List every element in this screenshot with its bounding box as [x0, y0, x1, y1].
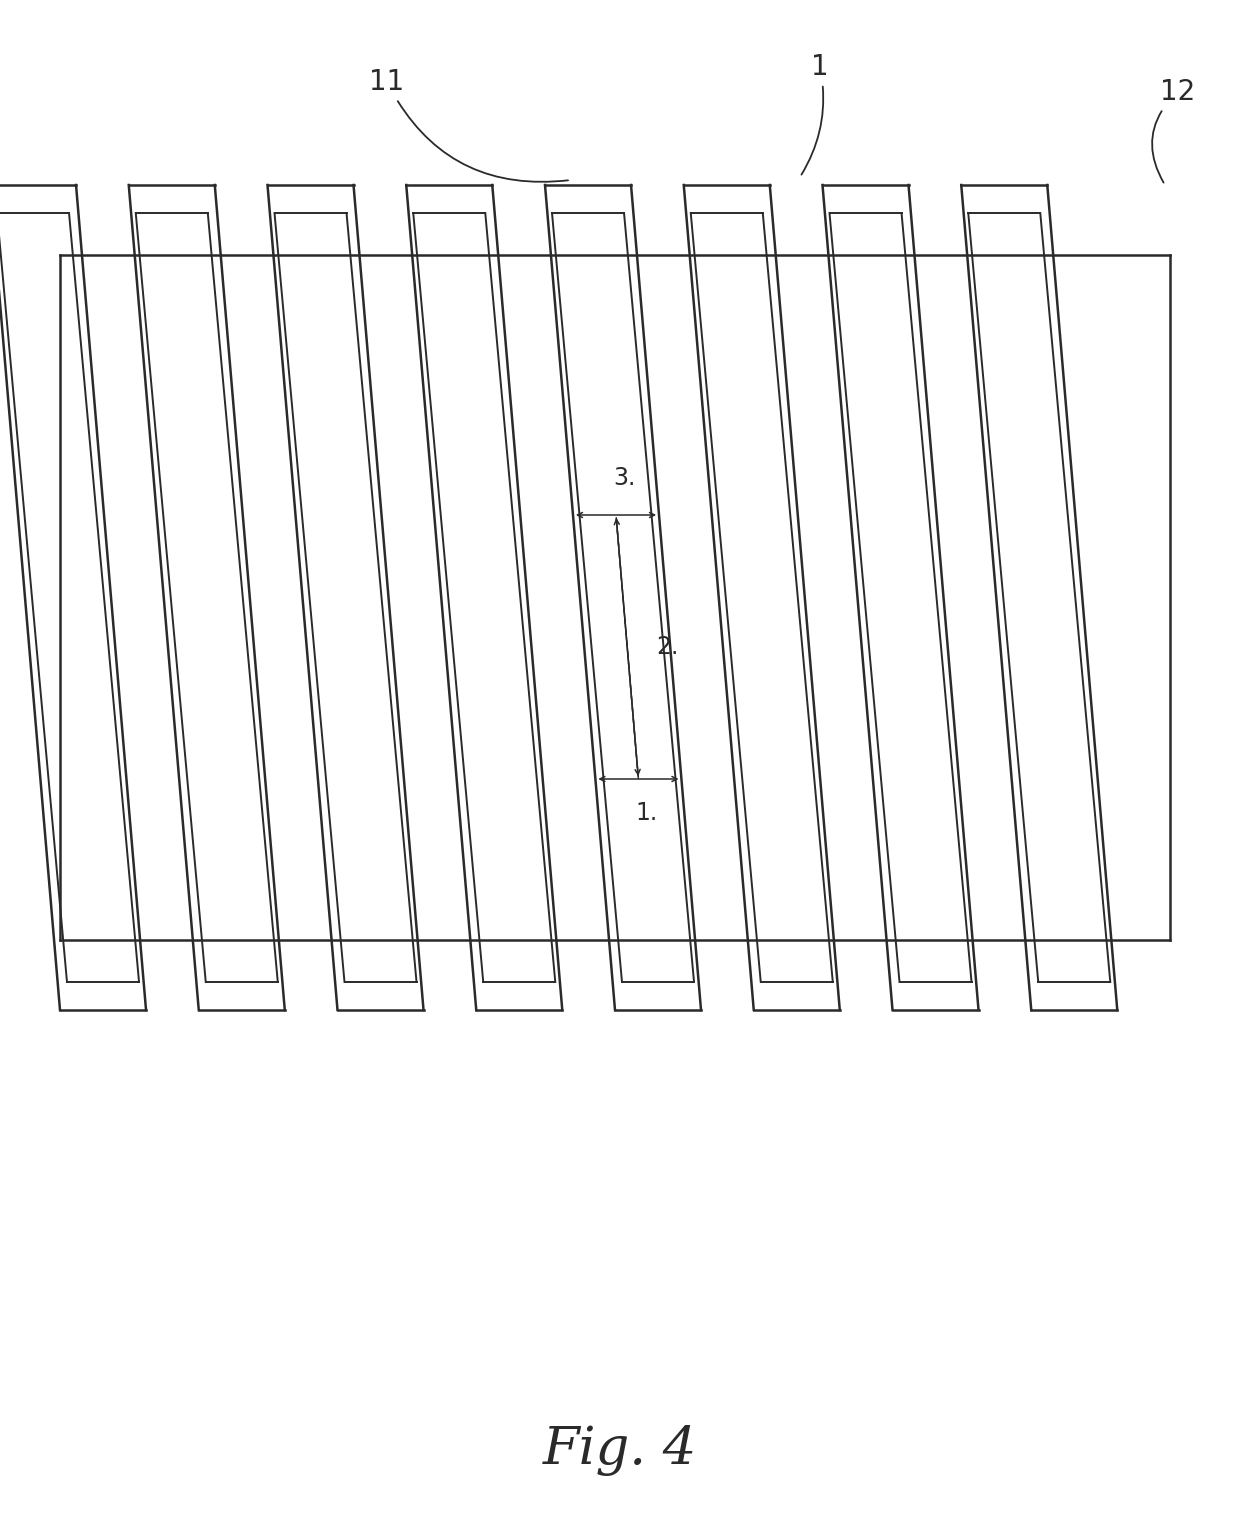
Text: 2.: 2.	[656, 635, 678, 659]
Text: 1.: 1.	[635, 801, 657, 825]
Text: 3.: 3.	[613, 466, 635, 490]
Text: 1: 1	[801, 52, 828, 175]
Text: 12: 12	[1152, 78, 1195, 183]
Text: 11: 11	[370, 68, 568, 181]
Text: Fig. 4: Fig. 4	[543, 1425, 697, 1476]
